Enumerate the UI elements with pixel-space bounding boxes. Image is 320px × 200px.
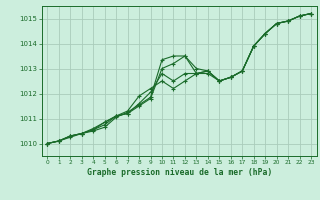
X-axis label: Graphe pression niveau de la mer (hPa): Graphe pression niveau de la mer (hPa)	[87, 168, 272, 177]
